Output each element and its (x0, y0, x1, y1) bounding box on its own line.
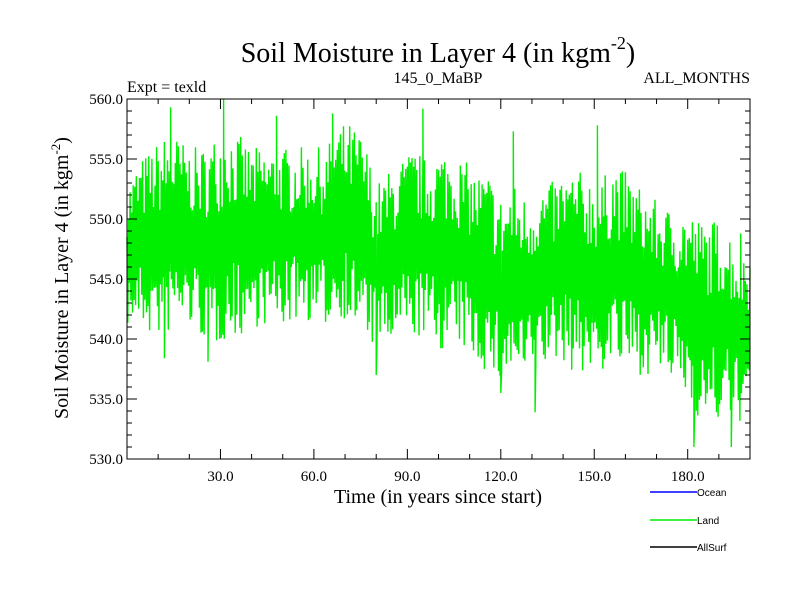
y-tick-label: 555.0 (89, 152, 123, 168)
chart-title-sup: -2 (611, 33, 626, 53)
y-tick-label: 530.0 (89, 452, 123, 468)
plot-frame (126, 98, 751, 460)
period-label: 145_0_MaBP (394, 70, 483, 87)
y-tick-label: 560.0 (89, 92, 123, 108)
y-axis-label-close: ) (51, 137, 73, 144)
plot-area (126, 98, 751, 448)
x-tick-label: 30.0 (207, 469, 233, 485)
x-tick-label: 60.0 (301, 469, 327, 485)
y-tick-label: 540.0 (89, 332, 123, 348)
x-tick-label: 150.0 (577, 469, 611, 485)
chart-title-close: ) (626, 38, 635, 69)
axis-ticks: 30.0 60.0 90.0 120.0 150.0 180.0 530.0 535.0 540… (89, 92, 750, 485)
y-tick-label: 550.0 (89, 212, 123, 228)
x-axis-label: Time (in years since start) (334, 486, 542, 508)
y-tick-label: 535.0 (89, 392, 123, 408)
y-axis-label: Soil Moisture in Layer 4 (in kgm-2) (48, 137, 73, 419)
legend: Ocean Land AllSurf (650, 488, 727, 554)
y-axis-label-sup: -2 (48, 144, 63, 155)
legend-label-allsurf: AllSurf (697, 543, 727, 554)
experiment-label: Expt = texld (127, 79, 206, 96)
y-tick-label: 545.0 (89, 272, 123, 288)
land-series-line (126, 98, 751, 448)
x-tick-label: 180.0 (671, 469, 705, 485)
legend-label-land: Land (697, 516, 719, 527)
months-label: ALL_MONTHS (643, 70, 750, 87)
chart-title: Soil Moisture in Layer 4 (in kgm-2) (241, 33, 636, 69)
legend-label-ocean: Ocean (697, 488, 726, 499)
x-tick-label: 90.0 (394, 469, 420, 485)
x-tick-label: 120.0 (484, 469, 518, 485)
